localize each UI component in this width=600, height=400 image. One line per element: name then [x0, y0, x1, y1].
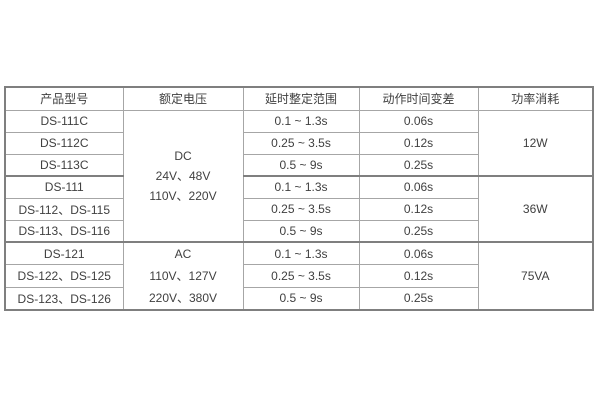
delay-cell: 0.25 ~ 3.5s	[242, 131, 360, 155]
model-cell: DS-112、DS-115	[4, 197, 124, 221]
power-cell: 36W	[477, 175, 594, 243]
model-cell: DS-122、DS-125	[4, 264, 124, 288]
table-row: DS-121 AC 110V、127V 220V、380V 0.1 ~ 1.3s…	[4, 241, 594, 311]
table-row: DS-123、DS-126 0.5 ~ 9s 0.25s	[4, 286, 593, 311]
model-cell: DS-113C	[4, 153, 124, 177]
variation-cell: 0.25s	[358, 286, 479, 311]
variation-cell: 0.06s	[358, 175, 479, 199]
model-cell: DS-113、DS-116	[4, 219, 124, 243]
header-rated-voltage: 额定电压	[122, 86, 244, 111]
variation-cell: 0.12s	[358, 264, 479, 288]
voltage-cell-ac: AC 110V、127V 220V、380V	[122, 241, 244, 311]
variation-cell: 0.25s	[358, 153, 479, 177]
delay-cell: 0.1 ~ 1.3s	[242, 175, 360, 199]
variation-cell: 0.12s	[358, 131, 479, 155]
header-power-consumption: 功率消耗	[477, 86, 594, 111]
voltage-line: DC	[174, 148, 192, 163]
delay-cell: 0.5 ~ 9s	[242, 286, 360, 311]
power-cell: 75VA	[477, 241, 594, 311]
delay-cell: 0.1 ~ 1.3s	[242, 109, 360, 133]
variation-cell: 0.06s	[358, 109, 479, 133]
model-cell: DS-112C	[4, 131, 124, 155]
voltage-cell-dc: DC 24V、48V 110V、220V	[122, 109, 244, 243]
delay-cell: 0.5 ~ 9s	[242, 153, 360, 177]
table-row: DS-111 0.1 ~ 1.3s 0.06s 36W	[4, 175, 594, 243]
voltage-line: AC	[174, 247, 192, 261]
voltage-line: 110V、220V	[149, 188, 217, 203]
voltage-line: 24V、48V	[155, 168, 211, 183]
delay-cell: 0.25 ~ 3.5s	[242, 197, 360, 221]
header-row: 产品型号 额定电压 延时整定范围 动作时间变差 功率消耗	[4, 86, 594, 111]
model-cell: DS-111	[4, 175, 124, 199]
table-row: DS-113、DS-116 0.5 ~ 9s 0.25s	[4, 219, 593, 243]
model-cell: DS-111C	[4, 109, 124, 133]
header-time-variation: 动作时间变差	[358, 86, 479, 111]
header-delay-range: 延时整定范围	[242, 86, 360, 111]
variation-cell: 0.06s	[358, 241, 479, 266]
power-cell: 12W	[477, 109, 594, 177]
table-row: DS-111C DC 24V、48V 110V、220V 0.1 ~ 1.3s …	[4, 109, 594, 243]
table-row: DS-122、DS-125 0.25 ~ 3.5s 0.12s	[4, 264, 593, 288]
header-product-model: 产品型号	[4, 86, 124, 111]
delay-cell: 0.5 ~ 9s	[242, 219, 360, 243]
model-cell: DS-123、DS-126	[4, 286, 124, 311]
voltage-line: 110V、127V	[149, 269, 217, 283]
variation-cell: 0.25s	[358, 219, 479, 243]
voltage-line: 220V、380V	[148, 291, 218, 305]
relay-spec-table: 产品型号 额定电压 延时整定范围 动作时间变差 功率消耗 DS-111C DC …	[4, 86, 594, 311]
variation-cell: 0.12s	[358, 197, 479, 221]
delay-cell: 0.1 ~ 1.3s	[242, 241, 360, 266]
delay-cell: 0.25 ~ 3.5s	[242, 264, 360, 288]
table-row: DS-113C 0.5 ~ 9s 0.25s	[4, 153, 593, 177]
model-cell: DS-121	[4, 241, 124, 266]
